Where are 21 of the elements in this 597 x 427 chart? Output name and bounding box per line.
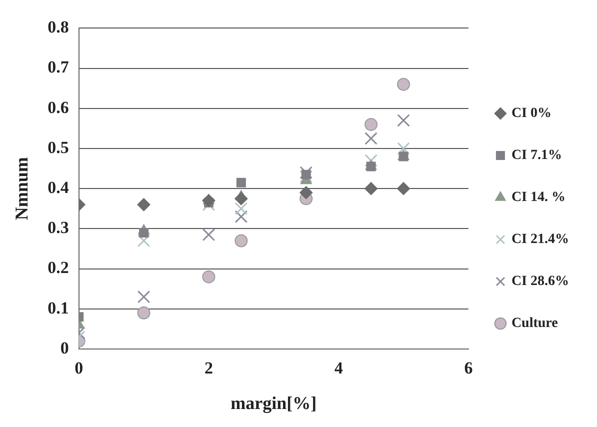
legend-label: CI 21.4% [511,232,570,248]
y-axis-title: Nmnum [11,157,32,220]
legend-label: CI 14. % [511,190,566,206]
y-tick-label: 0.2 [48,258,69,278]
legend-label: CI 7.1% [511,148,562,164]
y-tick-label: 0.7 [48,58,70,77]
y-tick-label: 0.4 [48,178,70,197]
y-tick-label: 0.1 [48,298,69,318]
y-tick-label: 0.6 [48,98,69,117]
x-tick-label: 2 [204,358,213,378]
x-tick-label: 6 [464,358,473,378]
y-tick-label: 0 [60,338,69,358]
x-tick-label: 4 [334,358,344,378]
x-axis-title: margin[%] [230,392,317,413]
x-tick-label: 0 [74,358,84,378]
y-tick-label: 0.3 [48,218,69,238]
y-tick-label: 0.8 [48,18,69,37]
y-tick-label: 0.5 [48,138,69,157]
legend-label: CI 28.6% [511,274,570,290]
legend-label: Culture [511,316,558,332]
legend-label: CI 0% [511,106,552,122]
